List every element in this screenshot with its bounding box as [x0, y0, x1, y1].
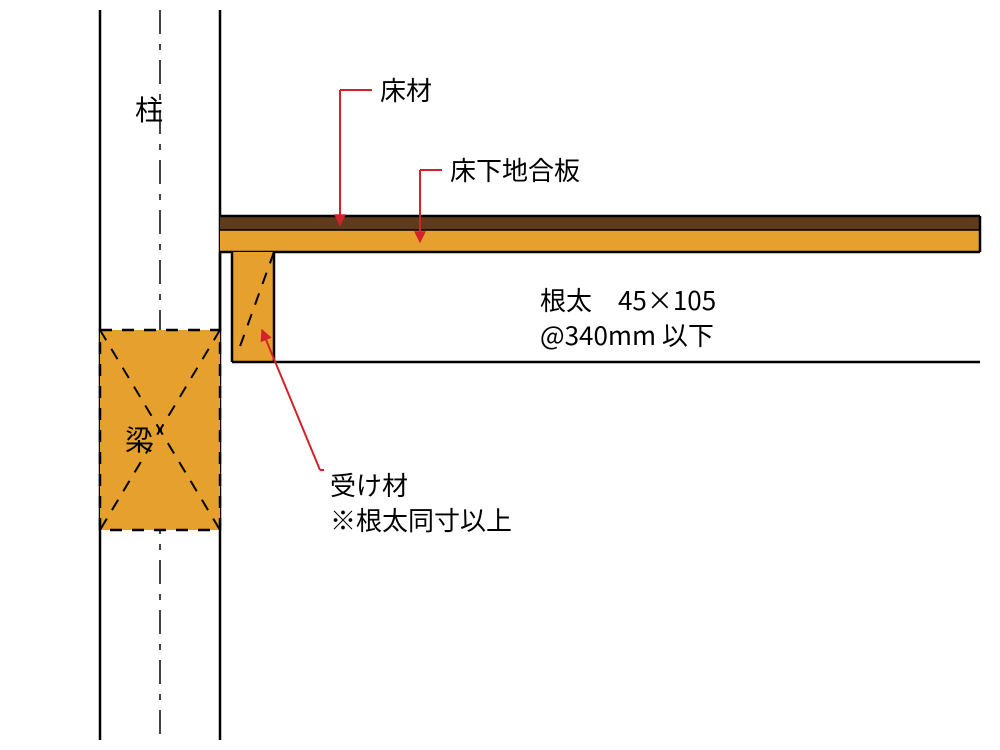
label-pillar: 柱 [135, 89, 163, 129]
subfloor-plywood [220, 230, 980, 252]
label-receiver-line1: 受け材 [330, 466, 408, 503]
floor-material [220, 216, 980, 230]
leader-receiver [262, 330, 320, 470]
label-beam: 梁 [125, 419, 153, 459]
label-subfloor: 床下地合板 [450, 151, 580, 188]
label-receiver-line2: ※根太同寸以上 [330, 501, 512, 538]
label-floor: 床材 [380, 71, 432, 108]
beam-center-dot [158, 428, 162, 432]
label-joist-line2: @340mm 以下 [540, 316, 714, 353]
label-joist-line1: 根太 45×105 [540, 281, 716, 318]
